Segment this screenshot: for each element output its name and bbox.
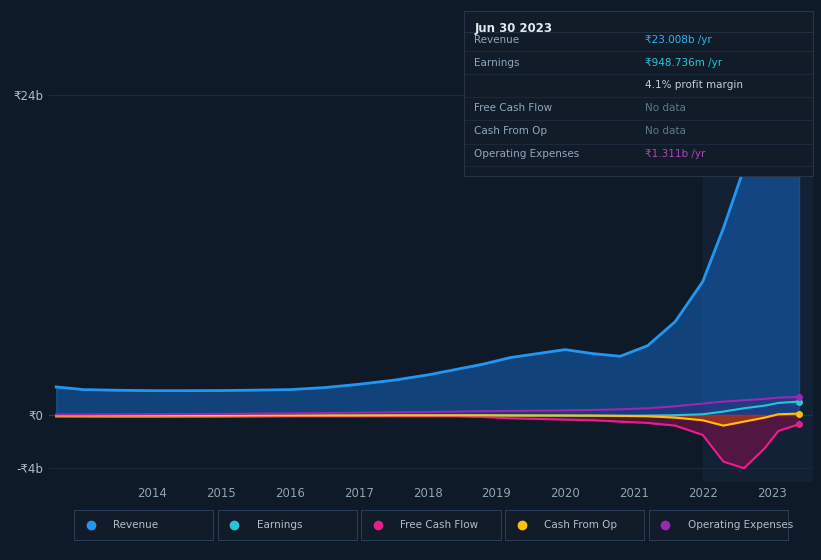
Text: Earnings: Earnings bbox=[475, 58, 520, 68]
Bar bbox=[703, 62, 813, 482]
Text: ₹1.311b /yr: ₹1.311b /yr bbox=[645, 149, 706, 159]
Text: Cash From Op: Cash From Op bbox=[544, 520, 617, 530]
Text: Cash From Op: Cash From Op bbox=[475, 126, 548, 136]
Text: Earnings: Earnings bbox=[257, 520, 302, 530]
Text: ₹23.008b /yr: ₹23.008b /yr bbox=[645, 35, 712, 45]
Text: 4.1% profit margin: 4.1% profit margin bbox=[645, 80, 743, 90]
Text: No data: No data bbox=[645, 103, 686, 113]
Text: Free Cash Flow: Free Cash Flow bbox=[401, 520, 479, 530]
Text: No data: No data bbox=[645, 126, 686, 136]
Text: Free Cash Flow: Free Cash Flow bbox=[475, 103, 553, 113]
Text: Operating Expenses: Operating Expenses bbox=[475, 149, 580, 159]
Text: Jun 30 2023: Jun 30 2023 bbox=[475, 22, 553, 35]
Text: Revenue: Revenue bbox=[113, 520, 158, 530]
Text: ₹948.736m /yr: ₹948.736m /yr bbox=[645, 58, 722, 68]
Text: Operating Expenses: Operating Expenses bbox=[688, 520, 793, 530]
Text: Revenue: Revenue bbox=[475, 35, 520, 45]
